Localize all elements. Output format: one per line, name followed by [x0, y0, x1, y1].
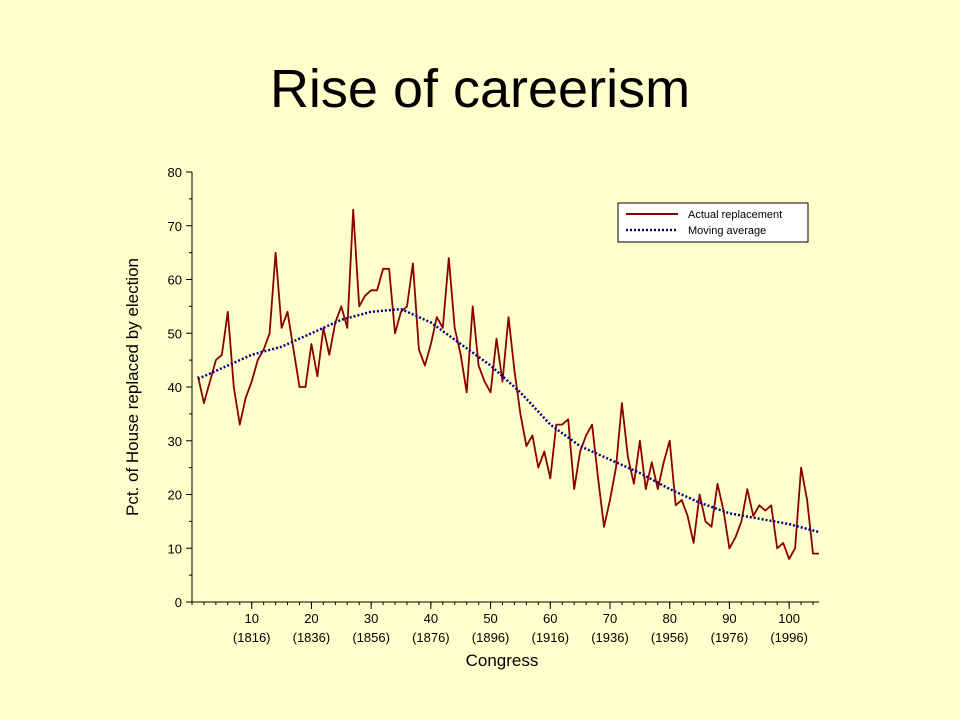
x-tick-sublabel: (1896) [472, 630, 510, 645]
x-tick-label: 40 [424, 611, 438, 626]
plot-area [192, 172, 819, 602]
x-tick-sublabel: (1996) [770, 630, 808, 645]
legend: Actual replacement Moving average [617, 202, 809, 243]
plot-background [192, 172, 819, 602]
x-axis-title: Congress [466, 651, 539, 670]
x-tick-label: 50 [483, 611, 497, 626]
page-title: Rise of careerism [269, 59, 691, 119]
x-tick-label: 30 [364, 611, 378, 626]
x-tick-label: 60 [543, 611, 557, 626]
x-tick-sublabel: (1956) [651, 630, 689, 645]
x-tick-sublabel: (1916) [531, 630, 569, 645]
y-tick-label: 10 [168, 541, 182, 556]
legend-box [617, 202, 809, 243]
legend-label-moving-average: Moving average [688, 225, 766, 237]
x-tick-sublabel: (1836) [293, 630, 331, 645]
y-tick-label: 20 [168, 488, 182, 503]
x-tick-sublabel: (1936) [591, 630, 629, 645]
series-line-actual-replacement [197, 208, 819, 560]
x-tick-sublabel: (1856) [352, 630, 390, 645]
y-tick-label: 0 [175, 595, 182, 610]
y-tick-label: 70 [168, 219, 182, 234]
x-tick-label: 10 [244, 611, 258, 626]
x-tick-sublabel: (1976) [711, 630, 749, 645]
y-tick-label: 40 [168, 380, 182, 395]
y-tick-label: 50 [168, 326, 182, 341]
y-tick-label: 30 [168, 434, 182, 449]
x-tick-label: 90 [722, 611, 736, 626]
x-tick-label: 20 [304, 611, 318, 626]
x-tick-label: 80 [662, 611, 676, 626]
x-tick-label: 70 [603, 611, 617, 626]
y-axis-title: Pct. of House replaced by election [123, 258, 142, 516]
y-tick-label: 60 [168, 273, 182, 288]
y-tick-label: 80 [168, 165, 182, 180]
series-layer [197, 208, 820, 560]
x-tick-label: 100 [778, 611, 800, 626]
x-tick-sublabel: (1876) [412, 630, 450, 645]
legend-label-actual: Actual replacement [688, 209, 782, 221]
axes: 0 10 20 30 40 50 60 70 80 10 (1816) 20 (1836) 30 (1856… [168, 165, 819, 645]
x-tick-sublabel: (1816) [233, 630, 271, 645]
